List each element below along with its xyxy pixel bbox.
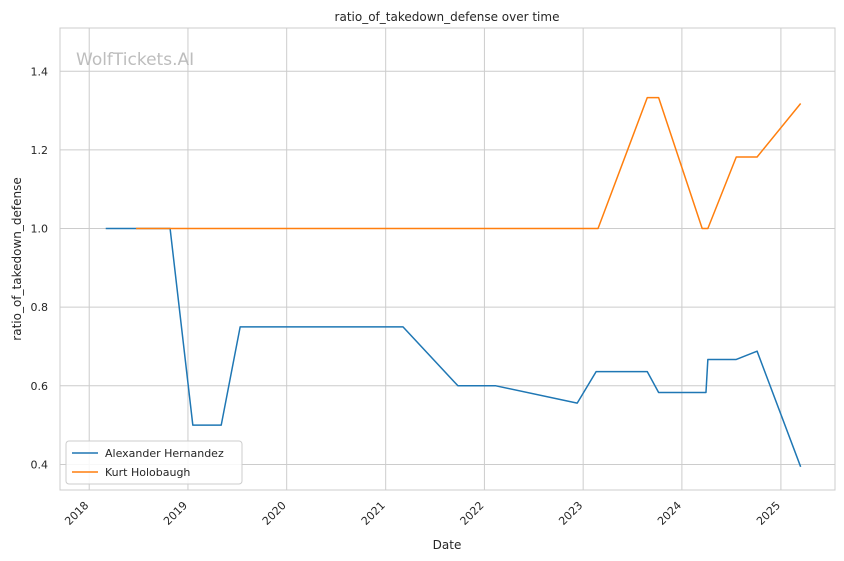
x-tick-label-2024: 2024: [655, 499, 684, 528]
x-tick-label-2020: 2020: [260, 499, 289, 528]
y-tick-label-1.4: 1.4: [31, 65, 49, 78]
y-tick-label-1.2: 1.2: [31, 144, 49, 157]
y-tick-label-1.0: 1.0: [31, 223, 49, 236]
chart-title: ratio_of_takedown_defense over time: [335, 10, 560, 24]
y-tick-label-0.4: 0.4: [31, 458, 49, 471]
legend: Alexander Hernandez Kurt Holobaugh: [65, 440, 243, 485]
x-axis-label: Date: [433, 538, 462, 552]
y-tick-label-0.8: 0.8: [31, 301, 49, 314]
legend-label-alexander-hernandez: Alexander Hernandez: [105, 447, 224, 460]
x-tick-label-2021: 2021: [359, 499, 388, 528]
x-tick-label-2023: 2023: [556, 499, 585, 528]
y-axis-ticks: 0.4 0.6 0.8 1.0 1.2 1.4: [31, 65, 49, 471]
x-tick-label-2025: 2025: [754, 499, 783, 528]
x-tick-label-2022: 2022: [458, 499, 487, 528]
series-lines: [105, 96, 802, 468]
series-line-kurt-holobaugh: [136, 96, 802, 230]
grid: [60, 28, 835, 490]
legend-label-kurt-holobaugh: Kurt Holobaugh: [105, 466, 190, 479]
watermark: WolfTickets.AI: [76, 50, 194, 70]
series-line-alexander-hernandez: [105, 227, 802, 468]
legend-box: [65, 440, 243, 485]
x-tick-label-2019: 2019: [161, 499, 190, 528]
y-axis-label: ratio_of_takedown_defense: [10, 177, 24, 340]
y-tick-label-0.6: 0.6: [31, 380, 49, 393]
x-axis-ticks: 2018 2019 2020 2021 2022 2023 2024 2025: [62, 499, 783, 528]
plot-frame: [59, 27, 836, 491]
x-tick-label-2018: 2018: [62, 499, 91, 528]
